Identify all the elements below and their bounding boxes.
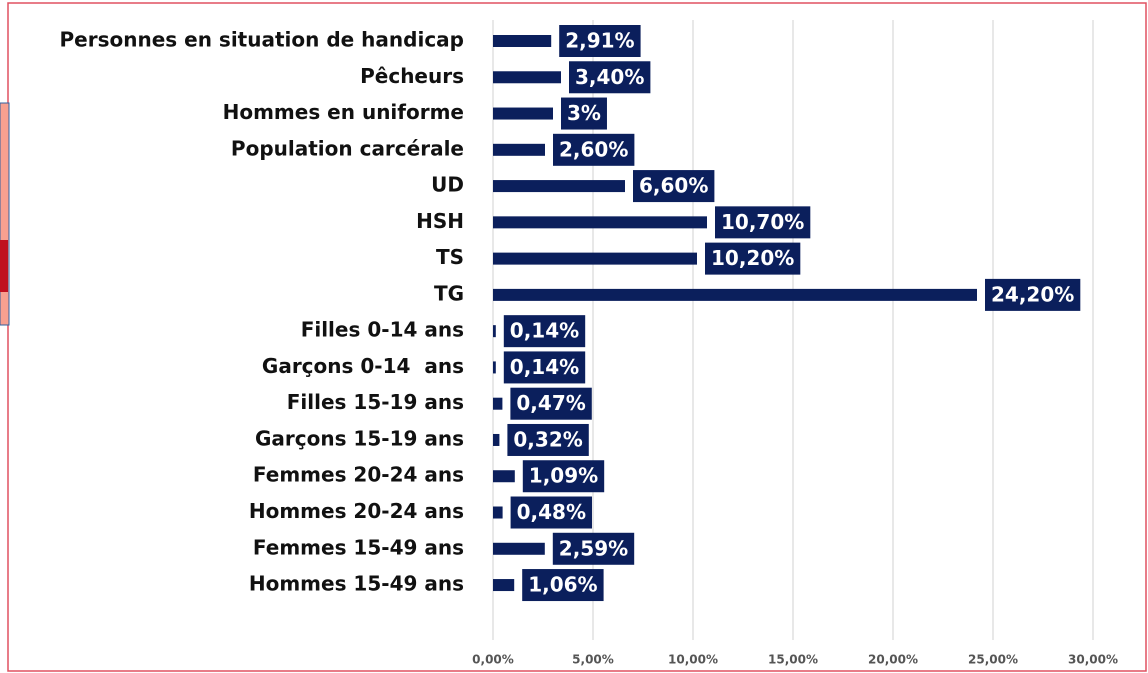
y-tick-label: Hommes en uniforme [223, 100, 464, 124]
value-label: 3,40% [575, 65, 644, 89]
y-tick-label: TG [434, 281, 464, 305]
bar [493, 71, 561, 84]
x-tick-label: 20,00% [868, 653, 918, 667]
bar [493, 252, 697, 265]
value-label: 0,47% [516, 391, 585, 415]
x-tick-label: 5,00% [572, 653, 614, 667]
value-label: 2,60% [559, 137, 628, 161]
side-shape [0, 102, 10, 326]
value-label: 1,06% [528, 573, 597, 597]
bar [493, 579, 515, 592]
x-tick-label: 25,00% [968, 653, 1018, 667]
label-box [552, 532, 635, 565]
y-tick-label: Personnes en situation de handicap [60, 28, 464, 52]
label-box [715, 206, 811, 239]
y-tick-label: Pêcheurs [360, 64, 464, 88]
bar [493, 433, 500, 446]
value-label: 0,14% [510, 319, 579, 343]
side-mark [0, 240, 8, 292]
bar [493, 107, 553, 120]
bar [493, 542, 545, 555]
y-tick-label: Garçons 0-14 ans [262, 354, 464, 378]
x-tick-label: 15,00% [768, 653, 818, 667]
y-tick-label: Population carcérale [231, 136, 464, 160]
y-tick-label: Filles 15-19 ans [287, 390, 464, 414]
x-tick-label: 10,00% [668, 653, 718, 667]
value-label: 2,59% [559, 536, 628, 560]
value-label: 3% [567, 101, 601, 125]
value-label: 6,60% [639, 174, 708, 198]
y-tick-label: HSH [416, 209, 464, 233]
value-label: 0,32% [513, 427, 582, 451]
label-box [522, 460, 605, 493]
label-box [503, 315, 586, 348]
frame [7, 2, 1147, 672]
value-label: 10,70% [721, 210, 804, 234]
label-box [569, 61, 651, 94]
label-box [705, 242, 801, 275]
label-box [553, 133, 635, 166]
y-tick-label: Femmes 15-49 ans [253, 535, 464, 559]
label-box [503, 351, 586, 384]
bar [493, 470, 515, 483]
bar [493, 397, 503, 410]
y-tick-label: Hommes 15-49 ans [249, 572, 464, 596]
value-label: 2,91% [565, 29, 634, 53]
bar [493, 361, 496, 374]
x-tick-label: 0,00% [472, 653, 514, 667]
y-tick-label: Garçons 15-19 ans [255, 426, 464, 450]
label-box [633, 170, 715, 203]
bar [493, 216, 707, 229]
value-label: 24,20% [991, 282, 1074, 306]
label-box [510, 496, 592, 529]
x-tick-label: 30,00% [1068, 653, 1118, 667]
y-tick-label: Filles 0-14 ans [301, 318, 464, 342]
bar [493, 143, 545, 156]
label-box [559, 25, 641, 57]
bar [493, 288, 977, 301]
label-box [522, 569, 604, 602]
value-label: 0,14% [510, 355, 579, 379]
y-tick-label: TS [436, 245, 464, 269]
value-label: 10,20% [711, 246, 794, 270]
label-box [985, 278, 1081, 311]
bar [493, 35, 552, 47]
bar [493, 325, 496, 338]
y-tick-label: UD [431, 173, 464, 197]
value-label: 0,48% [517, 500, 586, 524]
y-tick-label: Hommes 20-24 ans [249, 499, 464, 523]
label-box [510, 387, 592, 420]
bar [493, 180, 625, 193]
value-label: 1,09% [529, 464, 598, 488]
label-box [561, 97, 607, 130]
label-box [507, 423, 589, 456]
bar [493, 506, 503, 519]
y-tick-label: Femmes 20-24 ans [253, 463, 464, 487]
